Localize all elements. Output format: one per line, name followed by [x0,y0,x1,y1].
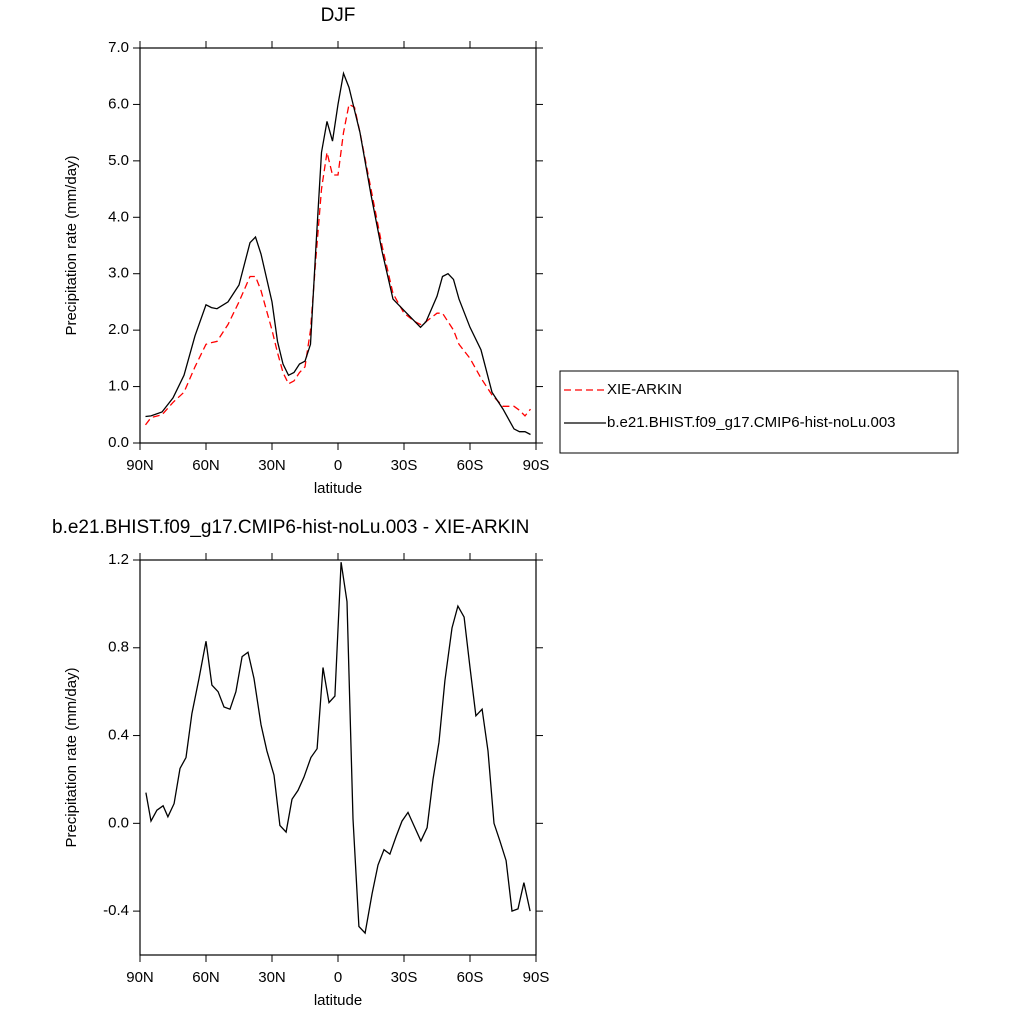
x-tick-label: 0 [334,969,342,986]
data-line [144,103,532,426]
y-tick-label: 1.2 [108,551,129,568]
chart-title: b.e21.BHIST.f09_g17.CMIP6-hist-noLu.003 … [52,517,529,538]
x-tick-label: 30S [391,457,418,474]
x-tick-label: 90S [523,969,550,986]
legend-label: b.e21.BHIST.f09_g17.CMIP6-hist-noLu.003 [607,414,896,431]
x-tick-label: 90N [126,969,154,986]
y-tick-label: 7.0 [108,39,129,56]
legend-box [559,370,959,454]
x-axis-title: latitude [314,480,362,497]
data-line [145,562,531,935]
y-tick-label: 0.4 [108,727,129,744]
x-tick-label: 60S [457,969,484,986]
legend-label: XIE-ARKIN [607,381,682,398]
y-tick-label: 4.0 [108,208,129,225]
y-tick-label: 6.0 [108,95,129,112]
y-tick-label: 2.0 [108,321,129,338]
y-tick-label: 0.0 [108,814,129,831]
x-tick-label: 90S [523,457,550,474]
y-tick-label: 5.0 [108,152,129,169]
x-tick-label: 60N [192,969,220,986]
y-tick-label: 0.0 [108,434,129,451]
y-axis-title: Precipitation rate (mm/day) [63,155,80,335]
y-tick-label: -0.4 [103,902,129,919]
plot-frame [139,559,537,956]
x-tick-label: 30N [258,457,286,474]
chart-title: DJF [321,5,356,26]
x-tick-label: 30S [391,969,418,986]
x-tick-label: 60S [457,457,484,474]
x-tick-label: 0 [334,457,342,474]
y-axis-title: Precipitation rate (mm/day) [63,667,80,847]
x-tick-label: 30N [258,969,286,986]
x-tick-label: 90N [126,457,154,474]
y-tick-label: 1.0 [108,378,129,395]
y-tick-label: 3.0 [108,265,129,282]
x-tick-label: 60N [192,457,220,474]
x-axis-title: latitude [314,992,362,1009]
data-line [145,71,531,436]
plot-frame [139,47,537,444]
y-tick-label: 0.8 [108,639,129,656]
